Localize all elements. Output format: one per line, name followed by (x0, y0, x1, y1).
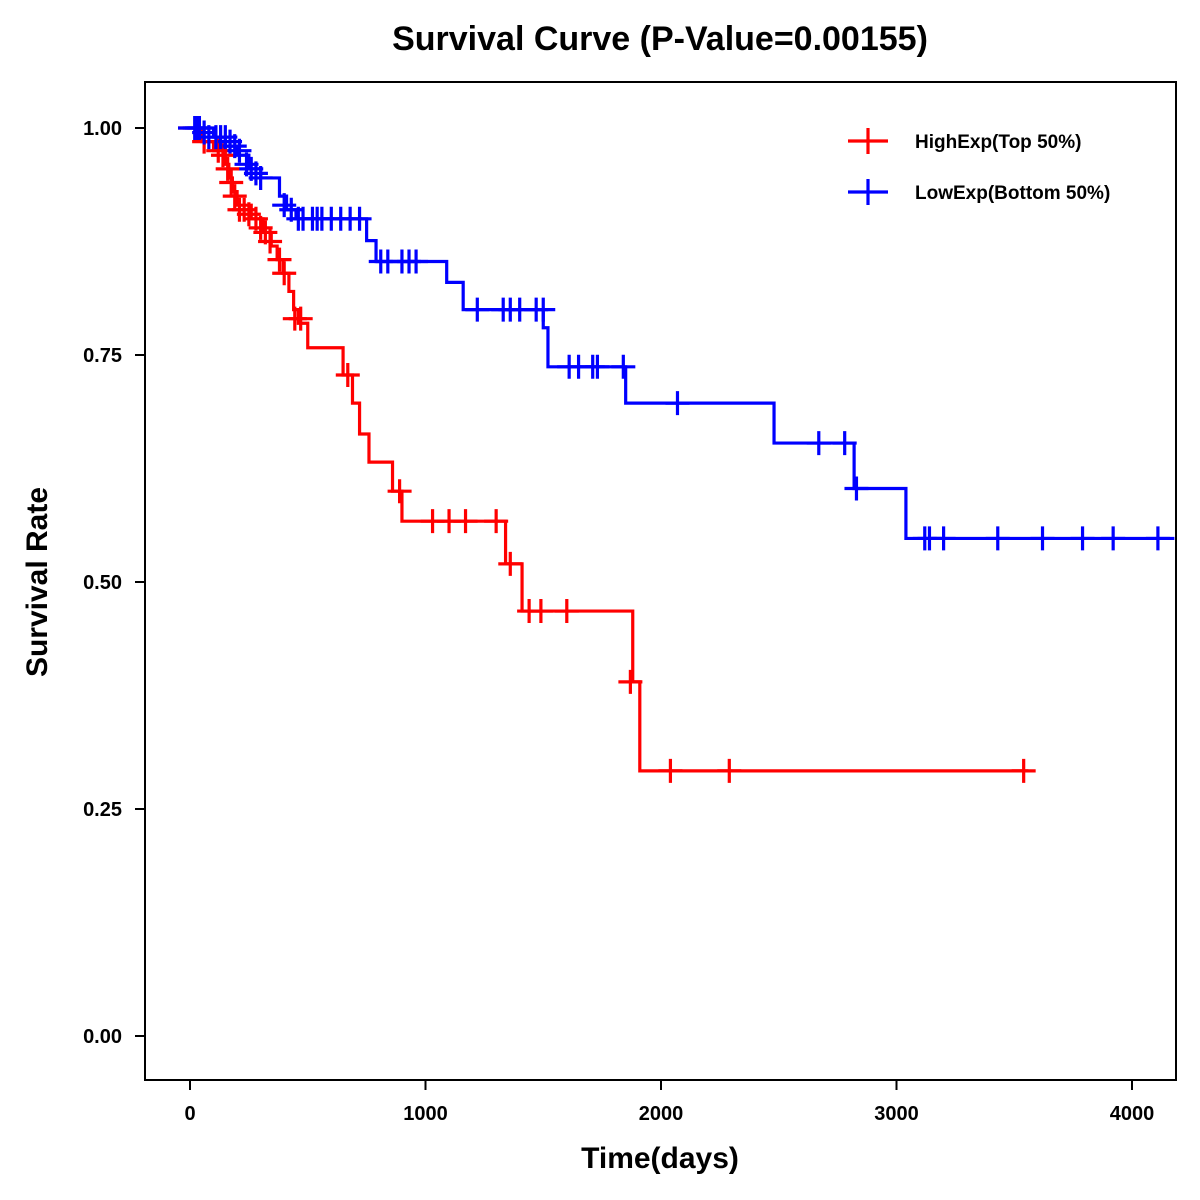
legend-label: LowExp(Bottom 50%) (915, 183, 1110, 204)
censor-mark (498, 551, 523, 576)
censor-mark (1011, 758, 1036, 783)
censor-mark (465, 297, 490, 322)
censor-mark (1030, 526, 1055, 551)
chart-title: Survival Curve (P-Value=0.00155) (392, 20, 928, 58)
censor-mark (931, 526, 956, 551)
censor-mark (272, 261, 297, 286)
censor-mark (658, 758, 683, 783)
censor-mark (222, 134, 247, 159)
censor-mark (335, 362, 360, 387)
x-axis: 0 1000 2000 3000 4000 (184, 1080, 1154, 1125)
plot-panel (144, 81, 1177, 1081)
censor-mark (665, 391, 690, 416)
x-tick-label: 0 (184, 1103, 195, 1125)
censor-mark (219, 170, 244, 195)
censor-mark (832, 431, 857, 456)
censor-mark (806, 431, 831, 456)
y-tick-label: 0.00 (83, 1026, 122, 1048)
x-tick-label: 3000 (874, 1103, 919, 1125)
censor-mark (1070, 526, 1095, 551)
censor-mark (528, 599, 553, 624)
y-tick-label: 0.75 (83, 345, 122, 367)
legend-label: HighExp(Top 50%) (915, 132, 1081, 153)
x-axis-label: Time(days) (581, 1142, 739, 1175)
censor-mark (387, 479, 412, 504)
y-axis: 0.00 0.25 0.50 0.75 1.00 (83, 118, 145, 1048)
series-low-exp (178, 116, 1175, 551)
x-tick-label: 1000 (403, 1103, 448, 1125)
censor-mark (227, 138, 252, 163)
censor-mark (611, 354, 636, 379)
censor-mark (585, 354, 610, 379)
censor-mark (248, 165, 273, 190)
censor-mark (288, 306, 313, 331)
censor-mark (222, 184, 247, 209)
censor-mark (985, 526, 1010, 551)
censor-mark (453, 509, 478, 534)
censor-mark (347, 206, 372, 231)
censor-mark (717, 758, 742, 783)
legend-item: LowExp(Bottom 50%) (848, 179, 1110, 205)
x-tick-label: 4000 (1110, 1103, 1155, 1125)
censor-mark (404, 249, 429, 274)
censor-mark (248, 215, 273, 240)
y-tick-label: 1.00 (83, 118, 122, 140)
censor-mark (192, 120, 217, 145)
censor-mark (258, 229, 283, 254)
legend-item: HighExp(Top 50%) (848, 128, 1081, 154)
censor-mark (1145, 526, 1170, 551)
series-layer (178, 116, 1175, 783)
censor-mark (554, 599, 579, 624)
censor-mark (215, 156, 240, 181)
censor-mark (844, 476, 869, 501)
censor-mark (484, 509, 509, 534)
y-tick-label: 0.50 (83, 572, 122, 594)
censor-mark (267, 247, 292, 272)
censor-mark (618, 669, 643, 694)
y-axis-label: Survival Rate (21, 487, 54, 677)
censor-mark (1101, 526, 1126, 551)
legend-symbol (848, 128, 888, 154)
censor-mark (243, 161, 268, 186)
censor-mark (531, 297, 556, 322)
legend-symbol (848, 179, 888, 205)
x-tick-label: 2000 (639, 1103, 684, 1125)
legend: HighExp(Top 50%) LowExp(Bottom 50%) (848, 128, 1110, 205)
y-tick-label: 0.25 (83, 799, 122, 821)
